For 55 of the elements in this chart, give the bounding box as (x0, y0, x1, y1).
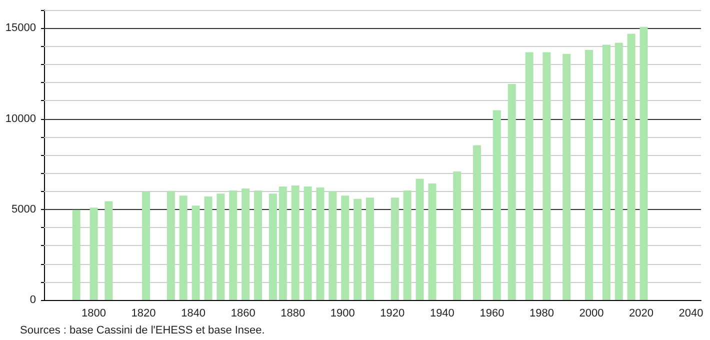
x-tick-label: 2040 (678, 308, 704, 320)
bar (585, 50, 594, 300)
y-tick-label: 15000 (5, 22, 36, 34)
bar (242, 188, 250, 300)
bar (366, 198, 374, 300)
x-tick-label: 1880 (280, 308, 306, 320)
x-tick-label: 1980 (529, 308, 554, 320)
bar (291, 185, 300, 300)
bar (166, 190, 175, 300)
bar (192, 206, 200, 300)
x-tick-label: 2020 (629, 308, 654, 320)
bar (254, 190, 262, 300)
x-tick-label: 1960 (480, 308, 504, 320)
bar (453, 171, 462, 300)
bar (90, 208, 98, 300)
x-tick-label: 1800 (82, 308, 106, 320)
bar (508, 84, 516, 300)
bar (640, 26, 648, 300)
bar (142, 192, 150, 300)
y-tick-label: 5000 (12, 203, 36, 216)
bar (542, 52, 551, 300)
x-tick-label: 1920 (380, 308, 405, 320)
bar (390, 198, 399, 300)
bar (525, 52, 534, 300)
x-tick-label: 1860 (230, 308, 256, 320)
x-tick-label: 2000 (579, 308, 604, 320)
source-note: Sources : base Cassini de l'EHESS et base Insee. (20, 324, 265, 336)
x-tick-label: 1900 (330, 308, 355, 320)
y-tick-label: 10000 (5, 112, 36, 125)
bar (204, 196, 212, 300)
bar (304, 186, 312, 300)
bar (268, 194, 277, 300)
bar (216, 194, 225, 300)
bar (614, 42, 623, 300)
y-tick-label: 0 (30, 294, 36, 306)
bar (473, 145, 482, 300)
x-tick-label: 1820 (131, 308, 156, 320)
bar (602, 44, 610, 300)
bar (278, 186, 287, 300)
bar (492, 110, 501, 300)
bar (416, 178, 424, 300)
bar (179, 196, 188, 300)
bar (428, 183, 436, 300)
bar (72, 210, 80, 300)
bar (562, 54, 571, 300)
bar (328, 191, 337, 300)
x-tick-label: 1940 (430, 308, 454, 320)
bar (229, 190, 238, 300)
bar (316, 187, 324, 300)
bar (104, 201, 113, 300)
x-tick-label: 1840 (181, 308, 206, 320)
bar (354, 198, 362, 300)
bar (627, 34, 636, 300)
bar (341, 196, 350, 300)
bar (403, 190, 412, 300)
